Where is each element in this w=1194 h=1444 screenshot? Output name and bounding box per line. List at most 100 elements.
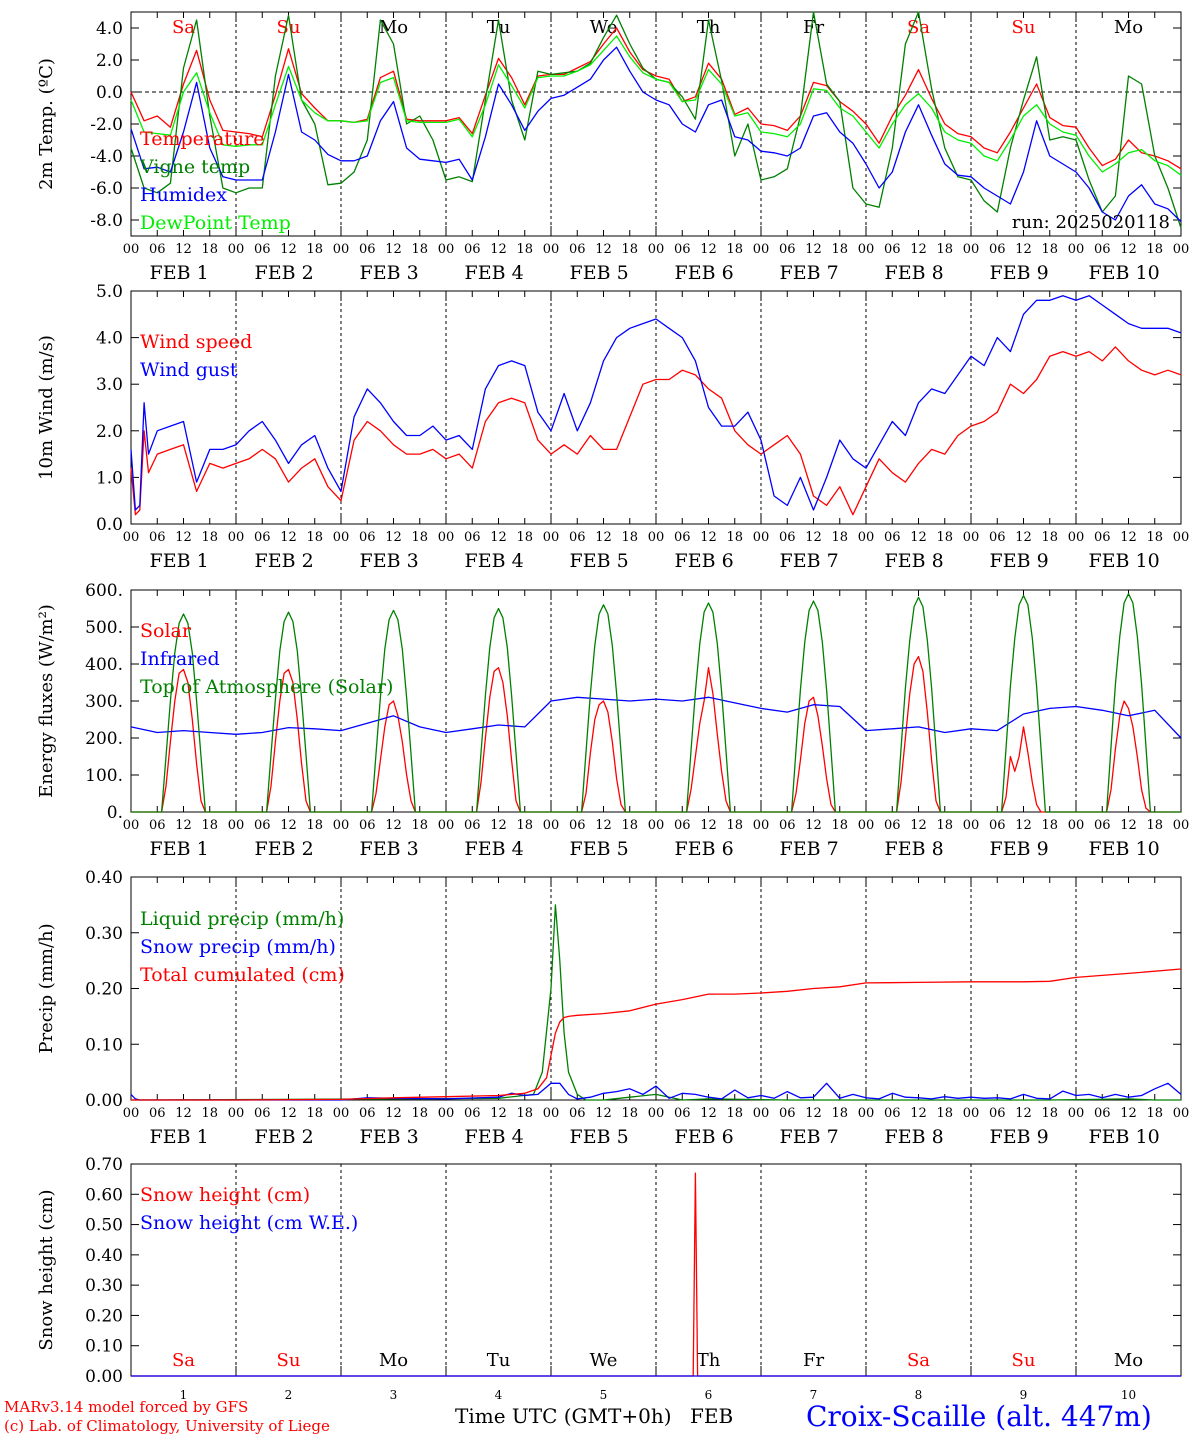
- y-tick-label: 0.40: [85, 868, 123, 888]
- x-tick-label: 06: [989, 1106, 1006, 1121]
- y-tick-label: 3.0: [96, 375, 123, 395]
- x-tick-label: 00: [1068, 818, 1085, 833]
- x-tick-label: 00: [963, 1106, 980, 1121]
- date-label: FEB 4: [465, 838, 524, 860]
- x-tick-label: 12: [175, 242, 192, 257]
- x-tick-label: 06: [674, 242, 691, 257]
- x-tick-label: 12: [805, 530, 822, 545]
- weekday-label: Tu: [487, 17, 511, 38]
- x-tick-label: 12: [700, 818, 717, 833]
- x-tick-label: 12: [490, 530, 507, 545]
- weekday-label: Fr: [803, 1350, 824, 1371]
- x-tick-label: 00: [438, 818, 455, 833]
- y-tick-label: 2.0: [96, 51, 123, 71]
- legend-entry: Wind gust: [140, 359, 238, 381]
- date-label: FEB 8: [885, 1126, 944, 1148]
- series-line: [130, 1082, 1182, 1101]
- series-line: [130, 46, 1182, 223]
- weekday-label: Mo: [379, 17, 408, 38]
- y-tick-label: 600.: [85, 581, 123, 601]
- weekday-label: Mo: [1114, 17, 1143, 38]
- legend-entry: Solar: [140, 620, 192, 642]
- x-tick-label: 18: [831, 818, 848, 833]
- date-label: FEB 7: [780, 262, 839, 284]
- x-tick-label: 12: [280, 530, 297, 545]
- x-tick-label: 06: [779, 242, 796, 257]
- date-label: FEB 4: [465, 262, 524, 284]
- x-tick-label: 12: [280, 818, 297, 833]
- x-tick-label: 18: [1041, 818, 1058, 833]
- x-tick-label: 12: [805, 242, 822, 257]
- date-label: FEB 5: [570, 550, 629, 572]
- weekday-label: We: [590, 17, 618, 38]
- date-label: FEB 5: [570, 262, 629, 284]
- series-line: [130, 696, 1182, 739]
- x-tick-label: 00: [858, 530, 875, 545]
- y-tick-label: 2.0: [96, 422, 123, 442]
- x-tick-label: 12: [595, 242, 612, 257]
- x-tick-label: 06: [359, 1106, 376, 1121]
- date-label: FEB 9: [990, 838, 1049, 860]
- legend-entry: Total cumulated (cm): [140, 964, 345, 986]
- legend-entry: Liquid precip (mm/h): [140, 908, 344, 930]
- y-tick-label: -4.0: [90, 147, 123, 167]
- x-tick-label: 18: [201, 818, 218, 833]
- y-tick-label: 0.0: [96, 83, 123, 103]
- series-line: [131, 593, 1181, 813]
- day-number-label: 10: [1121, 1388, 1136, 1402]
- x-tick-label: 06: [779, 1106, 796, 1121]
- y-tick-label: 0.60: [85, 1185, 123, 1205]
- x-tick-label: 06: [149, 530, 166, 545]
- y-tick-label: 0.30: [85, 1276, 123, 1296]
- x-tick-label: 12: [910, 242, 927, 257]
- x-tick-label: 12: [910, 1106, 927, 1121]
- weekday-label: Sa: [907, 1350, 930, 1371]
- x-tick-label: 18: [831, 1106, 848, 1121]
- x-tick-label: 18: [936, 1106, 953, 1121]
- x-tick-label: 18: [411, 1106, 428, 1121]
- x-tick-label: 12: [595, 530, 612, 545]
- x-tick-label: 18: [726, 1106, 743, 1121]
- y-axis-label: Energy fluxes (W/m²): [36, 604, 57, 798]
- y-tick-label: 0.10: [85, 1035, 123, 1055]
- date-label: FEB 6: [675, 262, 734, 284]
- weekday-label: Mo: [379, 1350, 408, 1371]
- weekday-label: Su: [1012, 1350, 1036, 1371]
- x-tick-label: 18: [201, 242, 218, 257]
- x-tick-label: 06: [884, 242, 901, 257]
- x-tick-label: 18: [411, 818, 428, 833]
- x-tick-label: 00: [963, 242, 980, 257]
- legend-entry: Humidex: [140, 184, 227, 206]
- date-label: FEB 2: [255, 262, 314, 284]
- x-tick-label: 12: [595, 1106, 612, 1121]
- x-tick-label: 00: [543, 530, 560, 545]
- x-tick-label: 12: [805, 1106, 822, 1121]
- x-tick-label: 18: [516, 818, 533, 833]
- date-label: FEB 3: [360, 838, 419, 860]
- x-tick-label: 00: [123, 818, 140, 833]
- day-number-label: 7: [810, 1388, 818, 1402]
- x-tick-label: 00: [228, 242, 245, 257]
- x-tick-label: 12: [1015, 1106, 1032, 1121]
- x-tick-label: 00: [1068, 1106, 1085, 1121]
- weekday-label: Su: [277, 17, 301, 38]
- x-tick-label: 18: [306, 242, 323, 257]
- x-tick-label: 18: [201, 530, 218, 545]
- x-tick-label: 12: [1015, 242, 1032, 257]
- date-label: FEB 10: [1089, 262, 1160, 284]
- series-line: [131, 968, 1182, 1101]
- x-tick-label: 00: [858, 818, 875, 833]
- x-tick-label: 06: [254, 1106, 271, 1121]
- y-tick-label: -8.0: [90, 211, 123, 231]
- x-tick-label: 00: [648, 818, 665, 833]
- x-tick-label: 12: [385, 1106, 402, 1121]
- panel-1-frame: [130, 11, 1182, 237]
- date-label: FEB 6: [675, 1126, 734, 1148]
- legend-entry: Wind speed: [140, 331, 252, 353]
- x-tick-label: 18: [516, 530, 533, 545]
- day-number-label: 4: [495, 1388, 503, 1402]
- x-tick-label: 18: [726, 530, 743, 545]
- legend-entry: Vigne temp: [139, 156, 250, 178]
- x-tick-label: 06: [464, 242, 481, 257]
